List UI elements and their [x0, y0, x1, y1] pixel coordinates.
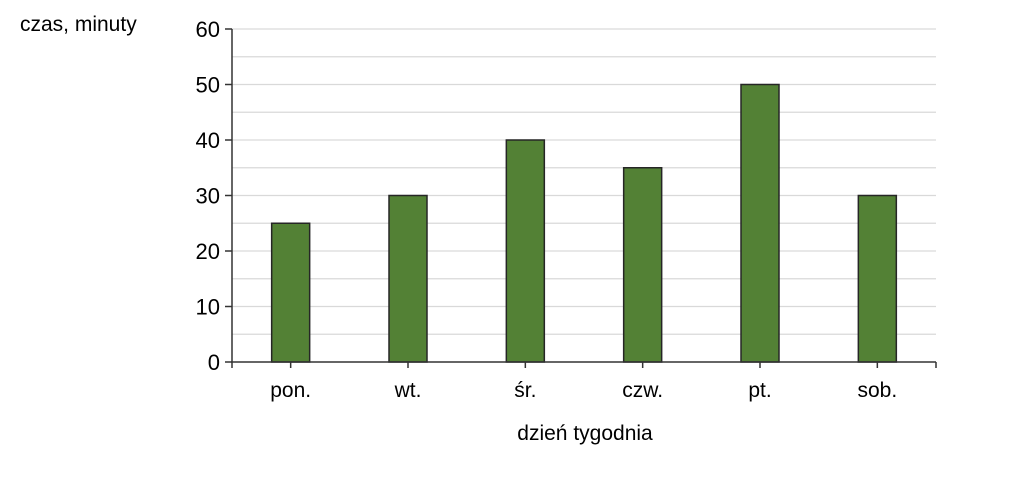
bar-sob.: [857, 194, 898, 363]
x-tick-label: wt.: [394, 379, 422, 402]
y-tick-label: 20: [196, 239, 220, 264]
bar-pon.: [270, 222, 311, 363]
x-tick-label: śr.: [514, 379, 536, 402]
y-axis-title: czas, minuty: [20, 13, 137, 36]
y-tick-label: 10: [196, 295, 220, 320]
y-tick-label: 60: [196, 17, 220, 42]
bar-wt.: [388, 194, 428, 363]
y-tick-label: 30: [196, 184, 220, 209]
x-tick-label: pt.: [748, 379, 771, 402]
x-tick-label: pon.: [270, 379, 311, 402]
bar-pt.: [740, 83, 780, 363]
x-axis-title: dzień tygodnia: [517, 422, 653, 445]
x-tick-label: sob.: [857, 379, 897, 402]
y-tick-label: 40: [196, 128, 220, 153]
x-tick-label: czw.: [622, 379, 663, 402]
y-tick-label: 50: [196, 73, 220, 98]
bar-śr.: [505, 139, 546, 363]
y-tick-label: 0: [208, 350, 220, 375]
bar-czw.: [622, 167, 663, 363]
